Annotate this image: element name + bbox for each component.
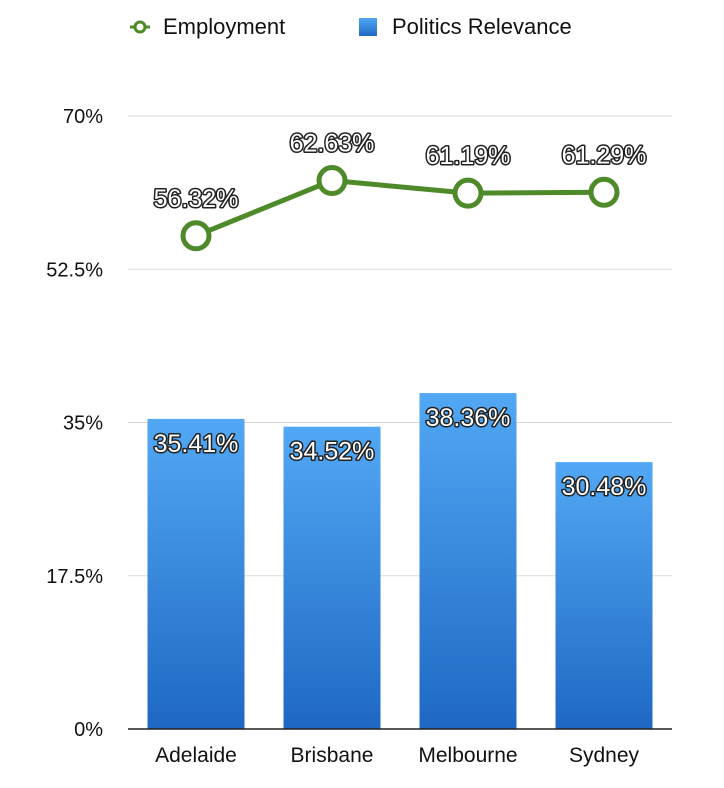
employment-point (180, 220, 212, 252)
data-labels: 35.41% 34.52% 38.36% 30.48% 56.32% 62.63% 61.1… (152, 128, 648, 503)
legend-employment-label: Employment (163, 14, 285, 39)
x-category-label: Brisbane (291, 744, 374, 767)
legend-employment-marker (133, 20, 147, 34)
y-tick-label: 17.5% (46, 566, 103, 588)
line-data-label: 61.29% (562, 141, 647, 169)
legend-politics-label: Politics Relevance (392, 14, 572, 39)
legend-politics-swatch (359, 18, 377, 36)
employment-point (588, 176, 620, 208)
bars-politics-relevance (147, 393, 653, 729)
legend-item-politics: Politics Relevance (359, 14, 572, 39)
legend: Employment Politics Relevance (130, 14, 572, 39)
employment-point (316, 165, 348, 197)
bar (555, 462, 653, 729)
bar-data-label: 35.41% (154, 430, 239, 458)
bar-data-label: 30.48% (562, 473, 647, 501)
employment-line-path (195, 178, 605, 239)
x-category-label: Adelaide (155, 744, 237, 767)
bar-data-label: 38.36% (426, 404, 511, 432)
legend-item-employment: Employment (130, 14, 285, 39)
y-tick-label: 52.5% (46, 259, 103, 281)
line-employment (180, 165, 620, 252)
y-axis-ticks: 0% 17.5% 35% 52.5% 70% (46, 106, 103, 741)
line-data-label: 56.32% (154, 185, 239, 213)
x-axis-categories: Adelaide Brisbane Melbourne Sydney (155, 744, 639, 767)
x-category-label: Melbourne (418, 744, 517, 767)
bar (283, 426, 381, 729)
y-tick-label: 70% (63, 106, 103, 128)
bar (419, 393, 517, 729)
x-category-label: Sydney (569, 744, 640, 767)
line-data-label: 61.19% (426, 142, 511, 170)
employment-point (452, 177, 484, 209)
bar-data-label: 34.52% (290, 438, 375, 466)
y-tick-label: 35% (63, 413, 103, 435)
bar (147, 418, 245, 729)
y-tick-label: 0% (74, 719, 103, 741)
line-data-label: 62.63% (290, 130, 375, 158)
